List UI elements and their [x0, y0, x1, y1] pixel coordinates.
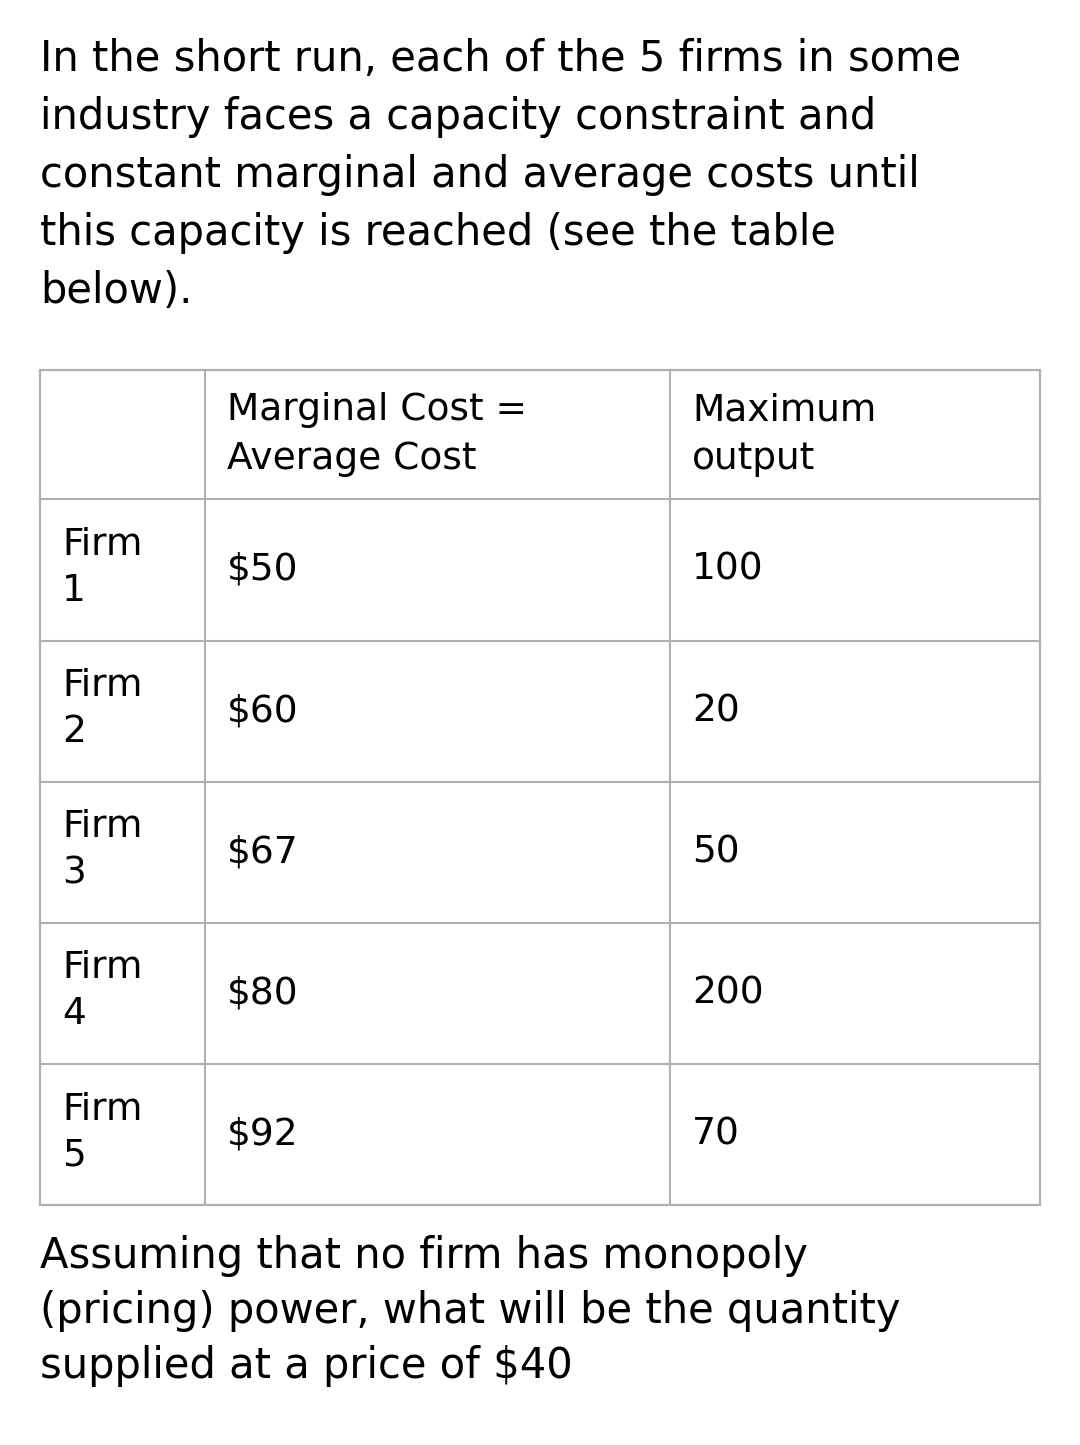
- Text: $92: $92: [227, 1117, 299, 1153]
- Text: In the short run, each of the 5 firms in some: In the short run, each of the 5 firms in…: [40, 38, 961, 79]
- Text: $60: $60: [227, 694, 299, 730]
- Text: $67: $67: [227, 834, 299, 870]
- Text: this capacity is reached (see the table: this capacity is reached (see the table: [40, 212, 836, 254]
- Text: Marginal Cost =
Average Cost: Marginal Cost = Average Cost: [227, 393, 527, 477]
- Text: (pricing) power, what will be the quantity: (pricing) power, what will be the quanti…: [40, 1290, 901, 1332]
- Text: Firm
5: Firm 5: [62, 1091, 143, 1173]
- Text: 70: 70: [692, 1117, 740, 1153]
- Text: Firm
1: Firm 1: [62, 527, 143, 608]
- Bar: [40, 370, 1040, 1205]
- Text: $80: $80: [227, 975, 299, 1012]
- Text: constant marginal and average costs until: constant marginal and average costs unti…: [40, 155, 920, 197]
- Text: 100: 100: [692, 552, 764, 588]
- Text: below).: below).: [40, 270, 192, 312]
- Text: Assuming that no firm has monopoly: Assuming that no firm has monopoly: [40, 1235, 808, 1277]
- Text: Firm
2: Firm 2: [62, 668, 143, 750]
- Text: industry faces a capacity constraint and: industry faces a capacity constraint and: [40, 95, 876, 139]
- Text: $50: $50: [227, 552, 298, 588]
- Text: 50: 50: [692, 834, 740, 870]
- Text: Firm
3: Firm 3: [62, 809, 143, 892]
- Text: supplied at a price of $40: supplied at a price of $40: [40, 1345, 572, 1387]
- Text: Maximum
output: Maximum output: [692, 393, 876, 477]
- Text: Firm
4: Firm 4: [62, 951, 143, 1032]
- Text: 20: 20: [692, 694, 740, 730]
- Text: 200: 200: [692, 975, 764, 1012]
